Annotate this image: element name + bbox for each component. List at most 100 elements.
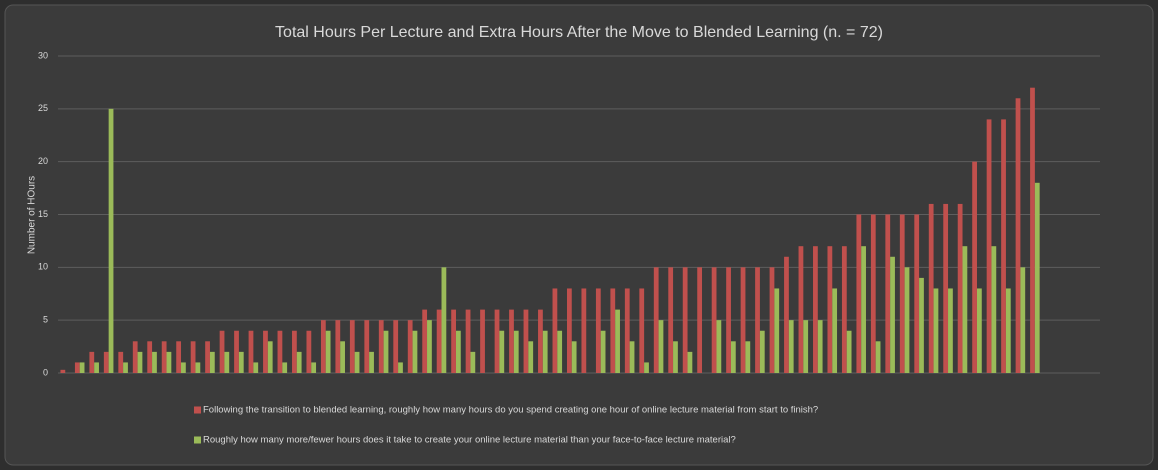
y-axis-label: Number of HOurs	[27, 176, 38, 254]
bar	[832, 288, 838, 373]
bar	[60, 369, 66, 373]
bar	[976, 288, 982, 373]
bar	[571, 341, 577, 373]
bar	[890, 256, 895, 373]
chart-title: Total Hours Per Lecture and Extra Hours …	[275, 24, 883, 41]
bar	[523, 309, 529, 373]
bar	[755, 267, 760, 373]
bar	[190, 341, 196, 373]
bar	[933, 288, 939, 373]
bar	[943, 203, 949, 373]
legend-label: Following the transition to blended lear…	[203, 405, 818, 416]
bar	[248, 330, 254, 373]
bar	[369, 351, 374, 373]
y-tick-label: 10	[38, 262, 48, 272]
bar	[899, 214, 905, 373]
y-tick-label: 5	[43, 315, 48, 325]
bar	[311, 362, 317, 373]
bar	[412, 330, 418, 373]
bar	[528, 341, 534, 373]
bar	[407, 320, 413, 373]
bar	[480, 309, 485, 373]
bar	[398, 362, 403, 373]
bar	[653, 267, 659, 373]
bar	[513, 330, 519, 373]
bar	[1015, 98, 1021, 374]
bar	[296, 351, 302, 373]
bar	[552, 288, 558, 373]
y-tick-label: 30	[38, 50, 48, 60]
bar	[726, 267, 731, 373]
bar	[89, 351, 95, 373]
bar	[798, 246, 804, 373]
bar	[209, 351, 215, 373]
bar	[340, 341, 345, 373]
bar	[870, 214, 876, 373]
legend-label: Roughly how many more/fewer hours does i…	[203, 435, 736, 446]
bar	[325, 330, 331, 373]
bar	[856, 214, 862, 373]
chart-background	[4, 4, 1154, 466]
bar	[470, 351, 476, 373]
bar	[991, 246, 997, 373]
bar	[108, 108, 114, 373]
bar	[673, 341, 678, 373]
bar	[957, 203, 963, 373]
bar	[118, 351, 124, 373]
bar	[132, 341, 138, 373]
bar	[238, 351, 244, 373]
bar	[152, 351, 157, 373]
bar	[422, 309, 428, 373]
bar	[103, 351, 109, 373]
bar	[74, 362, 80, 373]
legend-swatch	[194, 406, 201, 414]
bar	[427, 320, 432, 373]
bar	[383, 330, 389, 373]
bar	[1001, 119, 1006, 374]
bar	[166, 351, 172, 373]
bar	[841, 246, 847, 373]
bar	[658, 320, 664, 373]
bar	[176, 341, 182, 373]
bar	[465, 309, 471, 373]
bar	[320, 320, 326, 373]
bar	[827, 246, 833, 373]
bar	[610, 288, 616, 373]
bar	[349, 320, 355, 373]
bar	[875, 341, 881, 373]
bar	[79, 362, 85, 373]
bar	[730, 341, 736, 373]
bar	[928, 203, 934, 373]
bar	[972, 161, 977, 373]
bar	[195, 362, 201, 373]
bar	[335, 320, 341, 373]
bar	[904, 267, 910, 373]
bar	[267, 341, 273, 373]
bar	[986, 119, 992, 374]
bar	[234, 330, 239, 373]
bar	[436, 309, 442, 373]
bar	[624, 288, 630, 373]
bar	[769, 267, 775, 373]
bar	[1030, 87, 1035, 373]
bar	[948, 288, 953, 373]
bar	[277, 330, 283, 373]
bar	[494, 309, 500, 373]
bar	[914, 214, 920, 373]
bar	[147, 341, 153, 373]
bar	[774, 288, 780, 373]
bar	[393, 320, 399, 373]
bar	[919, 277, 924, 373]
y-tick-label: 25	[38, 103, 48, 113]
bar	[788, 320, 794, 373]
y-tick-label: 0	[43, 367, 48, 377]
bar	[253, 362, 259, 373]
bar	[600, 330, 606, 373]
bar	[581, 288, 587, 373]
bar	[861, 246, 866, 373]
bar	[885, 214, 891, 373]
bar	[687, 351, 693, 373]
bar	[595, 288, 601, 373]
y-tick-label: 20	[38, 156, 48, 166]
